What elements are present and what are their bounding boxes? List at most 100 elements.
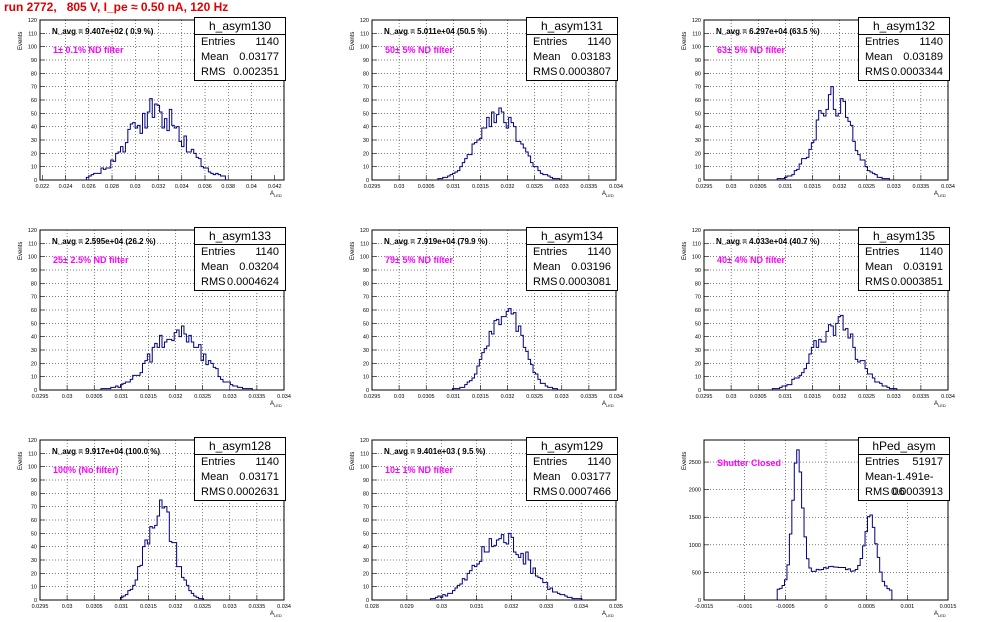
- histogram-plot: 0.0295 0.03 0.0305 0.031 0.0315 0.032 0.0325 0.…: [360, 228, 623, 400]
- filter-note: 79± 5% ND filter: [385, 255, 453, 265]
- x-tick-label: 0.033: [887, 394, 901, 400]
- stats-box: hPed_asym Entries 51917 Mean -1.491e-06 RMS 0.…: [858, 437, 950, 501]
- stats-value: 1140: [587, 246, 611, 258]
- y-tick-label: 110: [692, 241, 701, 247]
- filter-note: 25± 2.5% ND filter: [53, 255, 129, 265]
- stats-key: Entries: [201, 246, 236, 258]
- histogram-line: [40, 98, 284, 181]
- stats-value: 0.03177: [571, 471, 611, 483]
- stats-value: 0.0003344: [891, 66, 943, 78]
- y-tick-label: 90: [695, 58, 701, 64]
- x-tick-label: 0.03: [394, 184, 405, 190]
- x-tick-label: 0.032: [169, 604, 183, 610]
- stats-row: Entries 1140: [195, 35, 285, 50]
- x-tick-label: 0.0295: [696, 394, 713, 400]
- stats-title: h_asym132: [859, 18, 949, 35]
- x-tick-label: 0.034: [609, 394, 623, 400]
- stats-key: Mean: [533, 261, 561, 273]
- histogram-line: [704, 86, 948, 181]
- y-tick-label: 40: [363, 335, 369, 341]
- stats-row: Mean 0.03171: [195, 470, 285, 485]
- y-axis-label: Events: [18, 451, 24, 470]
- n-avg-label: N_avg = 2.595e+04 (26.2 %): [52, 237, 156, 246]
- y-tick-label: 30: [695, 348, 701, 354]
- y-tick-label: 2500: [689, 460, 701, 466]
- stats-value: 1140: [919, 246, 943, 258]
- y-tick-label: 70: [363, 295, 369, 301]
- histogram-plot: 0.0295 0.03 0.0305 0.031 0.0315 0.032 0.0325 0.…: [28, 228, 291, 400]
- x-tick-label: 0.042: [268, 184, 282, 190]
- stats-value: 1140: [255, 456, 279, 468]
- y-tick-label: 2000: [689, 488, 701, 494]
- x-tick-label: 0.03: [62, 604, 73, 610]
- x-tick-label: 0.034: [175, 184, 189, 190]
- x-tick-label: 0.032: [833, 184, 847, 190]
- y-tick-label: 0: [366, 178, 369, 184]
- x-tick-label: 0.022: [35, 184, 49, 190]
- y-tick-label: 120: [28, 438, 37, 444]
- y-tick-label: 70: [695, 295, 701, 301]
- y-tick-label: 30: [695, 138, 701, 144]
- y-tick-label: 120: [360, 438, 369, 444]
- x-axis-label: ALED: [270, 401, 282, 409]
- plot-frame: [703, 19, 949, 181]
- y-tick-label: 110: [28, 31, 37, 37]
- histogram-plot: 0.0295 0.03 0.0305 0.031 0.0315 0.032 0.0325 0.…: [28, 438, 291, 610]
- stats-row: Entries 1140: [527, 455, 617, 470]
- x-axis-label: ALED: [602, 611, 614, 619]
- x-tick-label: 0.034: [277, 394, 291, 400]
- stats-value: 0.0003851: [891, 276, 943, 288]
- histogram-pad: 0.0295 0.03 0.0305 0.031 0.0315 0.032 0.0325 0.…: [18, 437, 344, 620]
- plot-frame: [371, 439, 617, 601]
- x-tick-label: 0.04: [246, 184, 257, 190]
- plot-frame: [39, 229, 285, 391]
- stats-value: -1.491e-06: [892, 471, 934, 498]
- stats-value: 0.03196: [571, 261, 611, 273]
- x-tick-label: 0.03: [726, 184, 737, 190]
- stats-key: Mean: [201, 471, 229, 483]
- stats-title: h_asym129: [527, 438, 617, 455]
- x-tick-label: 0.032: [152, 184, 166, 190]
- stats-key: Entries: [865, 246, 900, 258]
- y-tick-label: 70: [363, 505, 369, 511]
- histogram-pad: 0.0295 0.03 0.0305 0.031 0.0315 0.032 0.0325 0.…: [18, 227, 344, 410]
- filter-note: 100% (No filter): [53, 465, 119, 475]
- y-tick-label: 20: [695, 361, 701, 367]
- x-tick-label: 0.0305: [750, 394, 767, 400]
- stats-title: h_asym133: [195, 228, 285, 245]
- stats-row: RMS 0.0003913: [859, 485, 949, 500]
- x-tick-label: 0.0325: [526, 184, 543, 190]
- y-tick-label: 0: [366, 388, 369, 394]
- stats-title: h_asym128: [195, 438, 285, 455]
- stats-row: Mean 0.03204: [195, 260, 285, 275]
- x-tick-label: 0.036: [198, 184, 212, 190]
- x-axis-label: ALED: [934, 611, 946, 619]
- y-tick-label: 10: [363, 585, 369, 591]
- y-tick-label: 70: [31, 505, 37, 511]
- x-axis-label: ALED: [602, 191, 614, 199]
- x-tick-label: 0.0305: [86, 394, 103, 400]
- x-tick-label: 0.028: [365, 604, 379, 610]
- stats-key: Mean: [865, 261, 893, 273]
- y-tick-label: 30: [31, 138, 37, 144]
- x-tick-label: 0.032: [505, 604, 519, 610]
- x-axis-label: ALED: [934, 191, 946, 199]
- stats-key: RMS: [865, 486, 890, 498]
- y-tick-label: 100: [28, 465, 37, 471]
- y-tick-label: 30: [363, 348, 369, 354]
- x-tick-label: 0.034: [941, 184, 955, 190]
- y-tick-label: 120: [360, 228, 369, 234]
- x-tick-label: 0.0325: [858, 394, 875, 400]
- y-tick-label: 10: [695, 165, 701, 171]
- x-tick-label: 0.031: [446, 394, 460, 400]
- y-tick-label: 20: [363, 151, 369, 157]
- histogram-line: [372, 107, 616, 181]
- stats-row: Entries 1140: [859, 245, 949, 260]
- x-tick-label: 0.033: [223, 394, 237, 400]
- x-tick-label: 0.033: [887, 184, 901, 190]
- y-tick-label: 40: [695, 335, 701, 341]
- x-tick-label: 0.034: [574, 604, 588, 610]
- y-tick-label: 10: [31, 375, 37, 381]
- stats-value: 1140: [587, 456, 611, 468]
- run-title: run 2772, 805 V, I_pe ≈ 0.50 nA, 120 Hz: [4, 0, 229, 14]
